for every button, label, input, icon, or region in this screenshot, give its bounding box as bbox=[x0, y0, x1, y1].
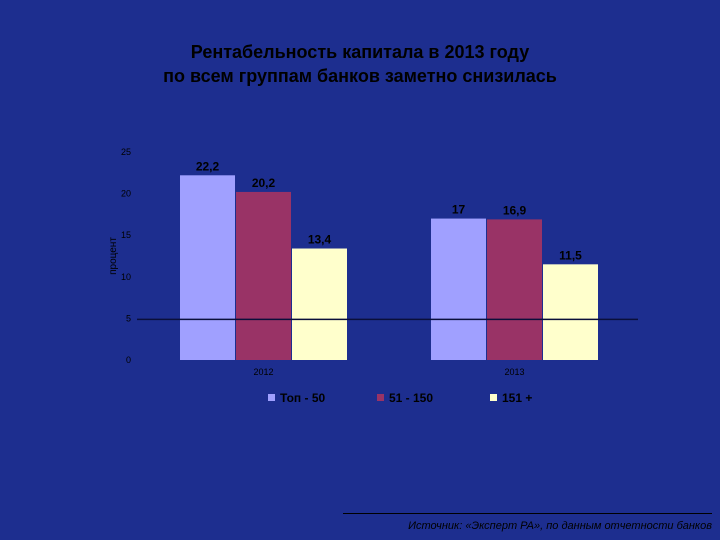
source-divider bbox=[343, 513, 712, 514]
legend: Топ - 50 51 - 150 151 + bbox=[268, 391, 532, 405]
y-tick-label: 10 bbox=[121, 272, 131, 282]
legend-item: Топ - 50 bbox=[268, 391, 325, 405]
legend-label: Топ - 50 bbox=[280, 391, 325, 405]
y-axis: 0 5 10 15 20 25 процент bbox=[108, 147, 131, 365]
bar bbox=[487, 219, 542, 360]
bars-group bbox=[180, 175, 598, 360]
legend-swatch bbox=[377, 394, 384, 401]
data-labels-group: 22,2 20,2 13,4 17 16,9 11,5 bbox=[196, 159, 582, 262]
bar bbox=[431, 218, 486, 360]
title-line-1: Рентабельность капитала в 2013 году bbox=[190, 42, 530, 62]
legend-item: 151 + bbox=[490, 391, 532, 405]
bar bbox=[543, 264, 598, 360]
x-tick-label: 2012 bbox=[253, 367, 273, 377]
legend-item: 51 - 150 bbox=[377, 391, 433, 405]
x-tick-label: 2013 bbox=[504, 367, 524, 377]
y-tick-label: 20 bbox=[121, 189, 131, 199]
y-tick-label: 0 bbox=[126, 355, 131, 365]
legend-label: 51 - 150 bbox=[389, 391, 433, 405]
bar bbox=[180, 175, 235, 360]
data-label: 13,4 bbox=[308, 233, 332, 247]
y-axis-label: процент bbox=[108, 237, 119, 275]
legend-swatch bbox=[268, 394, 275, 401]
y-tick-label: 5 bbox=[126, 313, 131, 323]
data-label: 20,2 bbox=[252, 176, 276, 190]
data-label: 11,5 bbox=[559, 248, 582, 262]
y-tick-label: 15 bbox=[121, 230, 131, 240]
data-label: 16,9 bbox=[503, 203, 527, 217]
slide-title: Рентабельность капитала в 2013 году по в… bbox=[0, 40, 720, 88]
bar bbox=[236, 191, 291, 360]
data-label: 17 bbox=[452, 203, 466, 217]
source-note: Источник: «Эксперт РА», по данным отчетн… bbox=[408, 520, 712, 532]
title-line-2: по всем группам банков заметно снизилась bbox=[163, 66, 557, 86]
data-label: 22,2 bbox=[196, 159, 220, 173]
y-tick-label: 25 bbox=[121, 147, 131, 157]
bar bbox=[292, 248, 347, 360]
legend-swatch bbox=[490, 394, 497, 401]
x-axis: 2012 2013 bbox=[137, 318, 638, 377]
legend-label: 151 + bbox=[502, 391, 532, 405]
